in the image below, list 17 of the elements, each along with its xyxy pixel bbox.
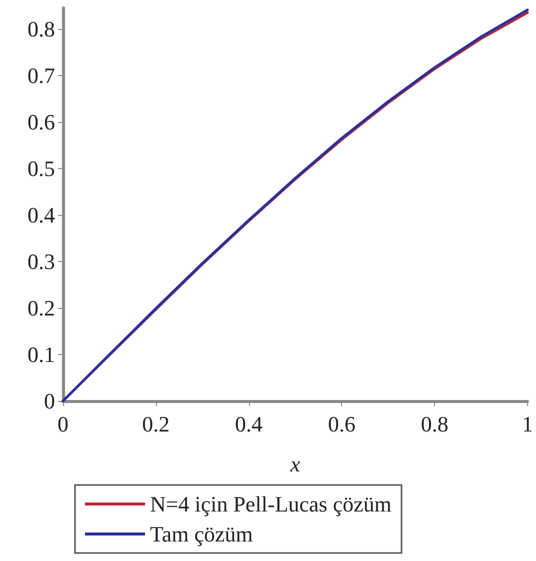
x-tick-label: 0.4 [235, 412, 263, 436]
x-tick-label: 0.2 [142, 412, 170, 436]
y-tick-label: 0.3 [28, 248, 55, 274]
x-tick-label: 0.6 [328, 412, 356, 436]
y-tick-label: 0.8 [28, 16, 55, 42]
legend-label: N=4 için Pell-Lucas çözüm [150, 492, 392, 516]
y-tick-label: 0.1 [28, 342, 55, 367]
x-tick-label: 0.8 [420, 412, 448, 436]
x-tick-label: 1 [522, 412, 533, 436]
y-tick-label: 0.7 [28, 62, 55, 88]
y-tick-label: 0.6 [28, 109, 55, 134]
y-tick-label: 0 [44, 388, 55, 414]
y-tick-label: 0.5 [28, 156, 55, 181]
y-tick-label: 0.2 [28, 295, 55, 320]
x-axis-title: x [289, 452, 300, 476]
y-tick-label: 0.4 [28, 202, 55, 228]
legend-label: Tam çözüm [150, 522, 253, 546]
